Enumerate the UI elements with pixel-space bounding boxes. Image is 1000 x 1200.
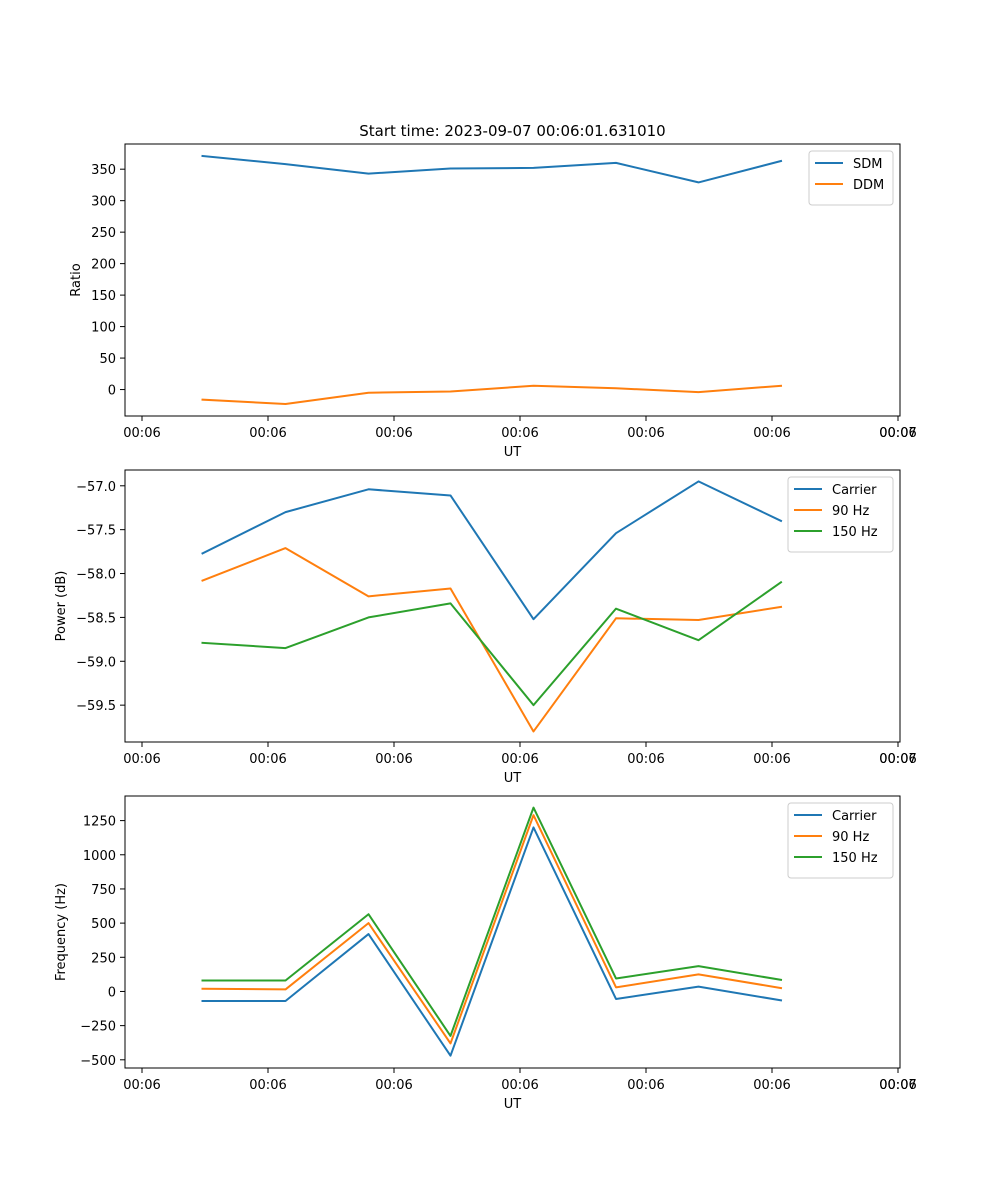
x-tick-label: 00:06	[753, 752, 790, 767]
chart-panel-2: 00:06 00:06 00:06 00:06 00:06 00:06 00:0600:07…	[54, 469, 917, 786]
y-axis-label: Power (dB)	[54, 571, 69, 642]
legend-label: SDM	[853, 157, 882, 172]
chart-panel-3: 00:06 00:06 00:06 00:06 00:06 00:06 00:0600:07…	[54, 795, 917, 1112]
x-tick-label: 00:06	[249, 1078, 286, 1093]
legend-label: 150 Hz	[832, 525, 878, 540]
x-tick-label: 00:06	[123, 752, 160, 767]
x-tick-label: 00:06	[879, 426, 916, 441]
legend-label: Carrier	[832, 483, 877, 498]
x-tick-label: 00:06	[879, 752, 916, 767]
x-tick-label: 00:07	[879, 752, 916, 767]
y-tick-label: 300	[91, 195, 116, 210]
legend: Carrier 90 Hz 150 Hz	[787, 802, 894, 879]
legend-label: 150 Hz	[832, 851, 878, 866]
x-axis-label: UT	[504, 1097, 522, 1112]
series-line-ddm	[201, 384, 783, 406]
y-tick-label: 500	[91, 917, 116, 932]
x-tick-label: 00:06	[501, 1078, 538, 1093]
y-tick-label: 1000	[83, 849, 116, 864]
series-line-150-hz	[201, 806, 783, 1037]
axes-frame	[124, 469, 901, 743]
chart-title: Start time: 2023-09-07 00:06:01.631010	[359, 122, 665, 140]
y-tick-label: 100	[91, 321, 116, 336]
x-tick-label: 00:06	[501, 752, 538, 767]
legend: Carrier 90 Hz 150 Hz	[787, 476, 894, 553]
x-axis-label: UT	[504, 771, 522, 786]
x-tick-label: 00:06	[627, 1078, 664, 1093]
x-tick-label: 00:06	[753, 426, 790, 441]
legend-label: 90 Hz	[832, 830, 869, 845]
x-tick-label: 00:06	[627, 752, 664, 767]
x-tick-label: 00:06	[501, 426, 538, 441]
x-tick-label: 00:06	[123, 426, 160, 441]
y-tick-label: 200	[91, 258, 116, 273]
x-tick-label: 00:06	[375, 426, 412, 441]
series-line-90-hz	[201, 547, 783, 733]
series-line-150-hz	[201, 580, 783, 707]
legend-label: Carrier	[832, 809, 877, 824]
y-tick-label: 1250	[83, 815, 116, 830]
y-tick-label: −58.0	[76, 568, 116, 583]
y-tick-label: 0	[108, 384, 116, 399]
x-tick-label: 00:06	[627, 426, 664, 441]
y-axis-label: Ratio	[69, 263, 84, 296]
legend-box	[808, 150, 894, 206]
x-tick-label: 00:07	[879, 426, 916, 441]
legend: SDM DDM	[808, 150, 894, 206]
series-line-carrier	[201, 480, 783, 621]
x-tick-label: 00:06	[753, 1078, 790, 1093]
axes-frame	[124, 795, 901, 1069]
y-tick-label: 750	[91, 883, 116, 898]
y-tick-label: −57.5	[76, 524, 116, 539]
y-tick-label: 350	[91, 163, 116, 178]
y-tick-label: −57.0	[76, 480, 116, 495]
x-axis-label: UT	[504, 445, 522, 460]
y-tick-label: 250	[91, 951, 116, 966]
legend-label: DDM	[853, 178, 884, 193]
y-tick-label: −59.0	[76, 655, 116, 670]
y-tick-label: 50	[99, 352, 116, 367]
x-tick-label: 00:06	[375, 1078, 412, 1093]
x-tick-label: 00:06	[249, 426, 286, 441]
y-tick-label: 250	[91, 226, 116, 241]
y-tick-label: 0	[108, 985, 116, 1000]
y-tick-label: 150	[91, 289, 116, 304]
x-tick-label: 00:06	[123, 1078, 160, 1093]
legend-label: 90 Hz	[832, 504, 869, 519]
series-line-90-hz	[201, 814, 783, 1045]
legend-box	[787, 802, 894, 879]
x-tick-label: 00:07	[879, 1078, 916, 1093]
series-line-carrier	[201, 826, 783, 1057]
x-tick-label: 00:06	[375, 752, 412, 767]
y-tick-label: −58.5	[76, 611, 116, 626]
series-line-sdm	[201, 154, 783, 184]
y-axis-label: Frequency (Hz)	[54, 883, 69, 981]
y-tick-label: −250	[80, 1020, 116, 1035]
axes-frame	[124, 143, 901, 417]
legend-box	[787, 476, 894, 553]
y-tick-label: −59.5	[76, 699, 116, 714]
x-tick-label: 00:06	[249, 752, 286, 767]
chart-panel-1: Start time: 2023-09-07 00:06:01.63101000…	[69, 122, 917, 460]
x-tick-label: 00:06	[879, 1078, 916, 1093]
y-tick-label: −500	[80, 1054, 116, 1069]
